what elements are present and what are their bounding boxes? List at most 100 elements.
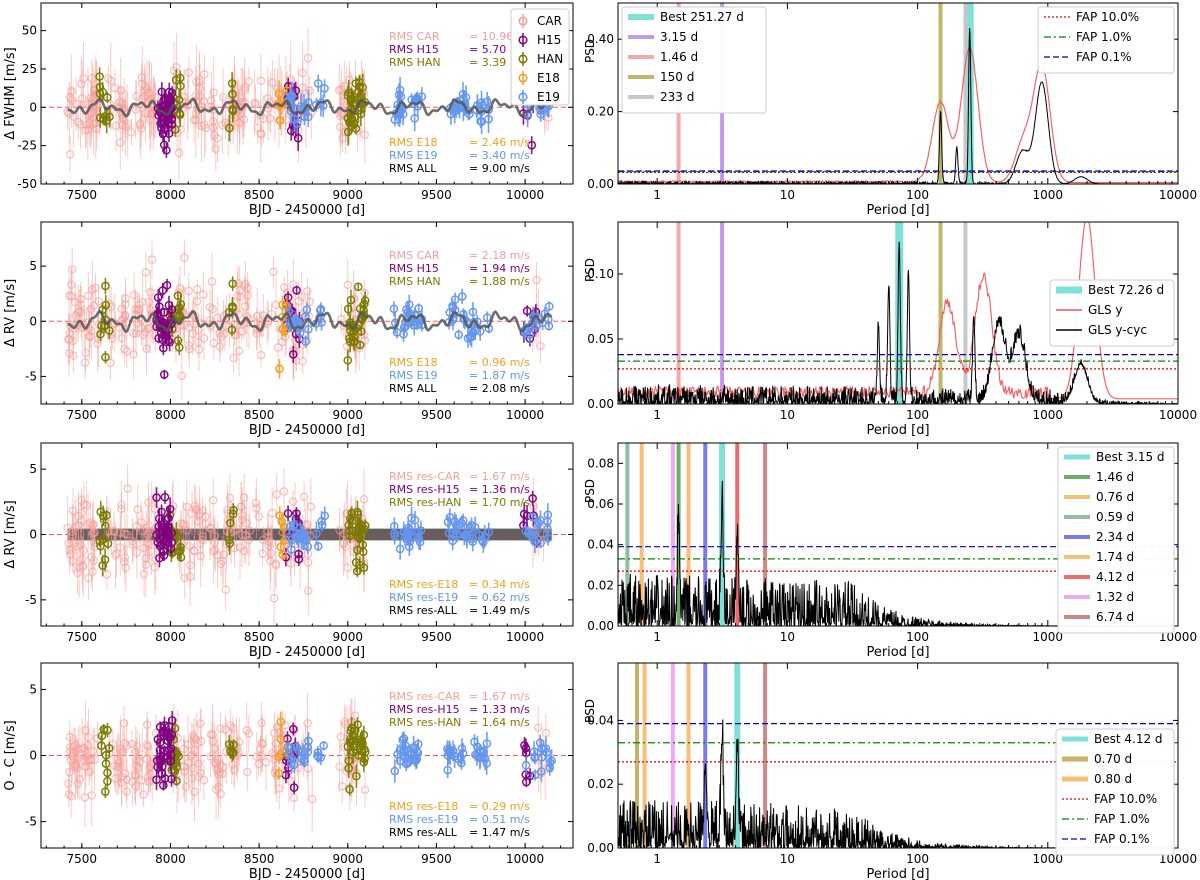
data-point-e19 — [405, 537, 415, 546]
data-point-car — [131, 771, 141, 780]
x-axis-label: BJD - 2450000 [d] — [249, 645, 365, 660]
data-point-han — [228, 509, 238, 519]
plot-area — [41, 239, 573, 401]
legend-label: 1.46 d — [660, 50, 698, 64]
data-point-car — [145, 305, 155, 314]
rms-value-all: = 9.00 m/s — [469, 162, 530, 175]
legend-label: FAP 0.1% — [1076, 50, 1132, 64]
y-tick-label: 0.04 — [587, 713, 614, 727]
data-point-e19 — [320, 84, 329, 93]
legend-label-car: CAR — [537, 14, 562, 28]
data-point-car — [189, 115, 199, 125]
data-point-e19 — [394, 90, 404, 100]
data-point-car — [343, 563, 352, 572]
data-point-car — [139, 790, 148, 800]
data-point-han — [343, 742, 353, 751]
rms-label-e18: RMS res-E18 — [389, 578, 458, 591]
data-point-e19 — [410, 515, 420, 525]
data-point-car — [200, 70, 209, 79]
data-point-e19 — [407, 748, 417, 758]
data-point-car — [67, 265, 77, 274]
data-point-e19 — [395, 85, 405, 95]
data-point-car — [184, 286, 194, 296]
x-tick-label: 8000 — [155, 188, 186, 202]
data-point-car — [72, 542, 82, 551]
data-point-car — [120, 344, 129, 354]
data-point-car — [68, 531, 77, 540]
rms-value-car: = 1.67 m/s — [469, 470, 530, 483]
y-tick-label: 0.10 — [587, 267, 614, 281]
data-point-car — [65, 746, 74, 756]
legend-label: 0.70 d — [1094, 752, 1132, 766]
data-point-e19 — [286, 743, 296, 753]
data-point-han — [353, 282, 363, 292]
legend-label: 150 d — [660, 70, 694, 84]
data-point-car — [110, 83, 120, 93]
data-point-car — [271, 300, 281, 310]
data-point-e19 — [313, 541, 323, 551]
data-point-car — [239, 493, 249, 502]
y-axis-label: PSD — [583, 39, 597, 63]
legend-label: 0.80 d — [1094, 772, 1132, 786]
plot-area — [41, 464, 573, 625]
time-series-panel-p2: 7500 8000 8500 9000 9500 10000 -5 0 5 BJD - 24500… — [3, 221, 574, 438]
data-point-h15 — [288, 724, 298, 734]
x-tick-label: 1 — [653, 408, 661, 422]
data-point-car — [337, 782, 347, 791]
data-point-car — [122, 346, 132, 356]
legend-box — [1037, 6, 1175, 74]
data-point-han — [343, 304, 353, 314]
data-point-car — [66, 291, 76, 301]
y-tick-label: 0.00 — [587, 397, 614, 411]
data-point-e19 — [409, 743, 418, 752]
rms-value-all: = 1.47 m/s — [469, 826, 530, 839]
x-tick-label: 1000 — [1033, 630, 1064, 644]
data-point-e19 — [528, 533, 538, 543]
legend-marker-e19 — [518, 92, 528, 102]
rms-value-car: = 1.67 m/s — [469, 690, 530, 703]
data-point-car — [289, 793, 299, 803]
y-axis-label: PSD — [583, 258, 597, 282]
data-point-e19 — [443, 765, 453, 775]
data-point-car — [77, 94, 87, 103]
data-point-car — [132, 91, 141, 101]
x-tick-label: 10 — [780, 630, 795, 644]
data-point-han — [100, 521, 110, 531]
data-point-car — [303, 286, 312, 296]
data-point-e19 — [320, 511, 330, 521]
data-point-car — [74, 521, 83, 530]
data-point-e19 — [292, 119, 302, 128]
data-point-e19 — [317, 318, 326, 327]
data-point-car — [191, 735, 201, 744]
data-point-e19 — [468, 537, 478, 547]
plot-area — [618, 443, 1178, 626]
data-point-car — [133, 305, 142, 314]
data-point-car — [73, 568, 82, 578]
axes-frame — [617, 442, 1179, 627]
legend-label: 1.74 d — [1096, 550, 1134, 564]
data-point-car — [88, 567, 97, 577]
data-point-car — [299, 492, 309, 501]
data-point-car — [145, 763, 154, 773]
data-point-e19 — [525, 330, 534, 339]
data-point-han — [361, 747, 370, 757]
data-point-e19 — [450, 106, 460, 116]
data-point-e19 — [287, 759, 296, 768]
data-point-e19 — [536, 538, 545, 548]
x-tick-label: 1 — [653, 188, 661, 202]
legend-label: 3.15 d — [660, 30, 698, 44]
data-point-car — [541, 728, 551, 738]
x-tick-label: 10 — [780, 188, 795, 202]
data-point-car — [93, 102, 102, 112]
rms-label-han: RMS res-HAN — [389, 716, 461, 729]
rms-label-all: RMS res-ALL — [389, 604, 458, 617]
data-point-car — [305, 297, 314, 307]
data-point-car — [144, 297, 154, 307]
data-point-car — [138, 297, 147, 307]
rms-label-han: RMS HAN — [389, 275, 441, 288]
x-axis-label: BJD - 2450000 [d] — [249, 423, 365, 438]
y-tick-label: 25 — [22, 62, 37, 76]
data-point-car — [213, 313, 223, 323]
data-point-han — [96, 541, 105, 551]
